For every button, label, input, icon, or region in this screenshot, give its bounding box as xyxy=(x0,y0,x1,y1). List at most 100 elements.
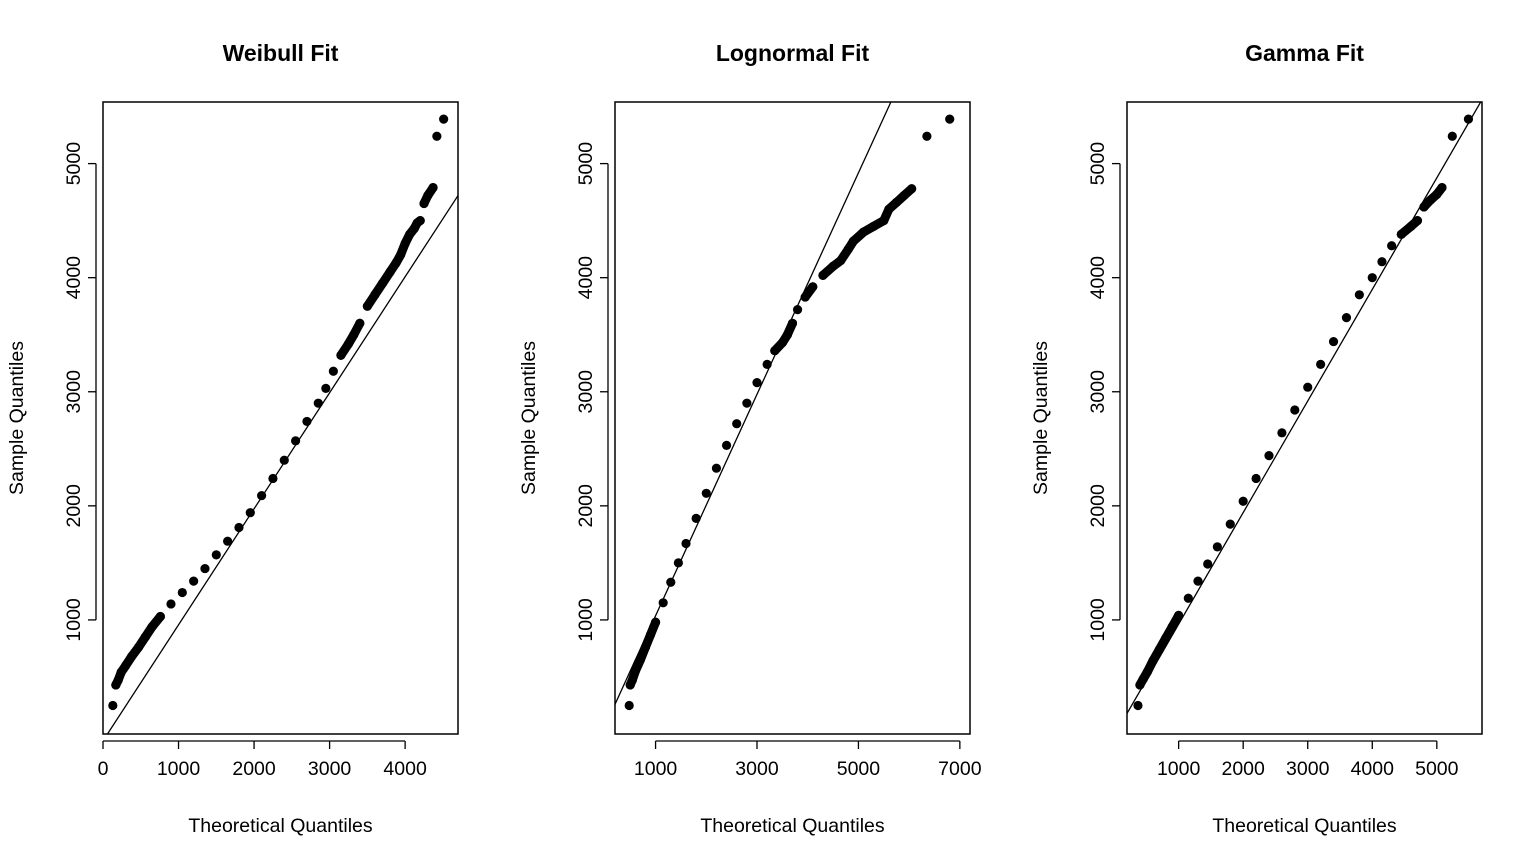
data-point xyxy=(385,267,395,277)
x-tick-label: 5000 xyxy=(1415,758,1459,780)
y-axis-label: Sample Quantiles xyxy=(1030,341,1052,495)
y-tick-label: 3000 xyxy=(1087,370,1109,414)
data-point xyxy=(624,700,634,711)
y-axis: 1000 2000 3000 4000 5000 xyxy=(63,142,97,642)
y-tick-label: 1000 xyxy=(575,598,597,642)
data-point xyxy=(423,190,433,201)
data-point xyxy=(869,221,879,231)
gamma-panel: Gamma Fit 1000 2000 3000 4000 5000 1000 2000 3… xyxy=(1030,40,1483,837)
data-point xyxy=(721,440,732,450)
data-point xyxy=(770,346,780,356)
data-point xyxy=(189,576,199,586)
data-point xyxy=(1377,257,1387,267)
data-point xyxy=(1161,633,1171,643)
data-point xyxy=(1412,216,1423,226)
data-point xyxy=(1316,359,1326,369)
data-point xyxy=(211,550,221,560)
y-axis: 1000 2000 3000 4000 5000 xyxy=(1087,142,1121,642)
x-tick-label: 2000 xyxy=(232,758,276,780)
data-point xyxy=(377,278,388,288)
data-point xyxy=(343,339,354,349)
weibull-panel: Weibull Fit 0 1000 2000 3000 4000 1000 2000 30… xyxy=(6,40,459,837)
data-point xyxy=(1174,610,1184,620)
data-point xyxy=(1437,182,1447,193)
data-point xyxy=(818,270,828,281)
data-point xyxy=(391,258,401,268)
y-tick-label: 3000 xyxy=(575,370,597,414)
data-point xyxy=(858,227,869,237)
data-point xyxy=(439,114,449,124)
x-axis-label: Theoretical Quantiles xyxy=(700,815,885,837)
data-point xyxy=(701,488,711,498)
data-point xyxy=(635,655,645,665)
plot-frame xyxy=(102,101,459,735)
data-point xyxy=(108,700,118,711)
y-tick-label: 1000 xyxy=(63,598,85,642)
reference-line xyxy=(615,102,892,705)
data-point xyxy=(166,599,176,609)
y-tick-label: 5000 xyxy=(575,142,597,186)
data-point xyxy=(1341,313,1352,323)
data-point xyxy=(1212,542,1222,552)
data-point xyxy=(808,282,818,292)
data-point xyxy=(223,536,233,546)
data-point xyxy=(907,184,917,194)
data-point xyxy=(370,290,380,300)
x-axis: 0 1000 2000 3000 4000 xyxy=(98,740,427,780)
data-point xyxy=(752,378,762,388)
data-point xyxy=(140,632,150,642)
plot-title: Gamma Fit xyxy=(1245,40,1364,66)
data-point xyxy=(848,236,858,246)
lognormal-panel: Lognormal Fit 1000 3000 5000 7000 1000 2000 3… xyxy=(518,40,982,837)
data-point xyxy=(879,216,889,226)
data-point xyxy=(1154,644,1164,655)
data-point xyxy=(1303,382,1313,392)
data-point xyxy=(1354,290,1364,300)
data-point xyxy=(1290,405,1300,415)
x-tick-label: 1000 xyxy=(157,758,201,780)
data-point-band xyxy=(625,184,917,690)
data-point xyxy=(432,131,442,141)
data-point xyxy=(133,642,144,652)
data-point xyxy=(1447,131,1457,141)
data-point xyxy=(732,419,742,429)
y-tick-label: 2000 xyxy=(1087,484,1109,528)
y-axis-label: Sample Quantiles xyxy=(6,341,28,495)
x-tick-label: 3000 xyxy=(308,758,352,780)
x-axis: 1000 3000 5000 7000 xyxy=(634,740,982,780)
plot-title: Lognormal Fit xyxy=(716,40,870,66)
data-point xyxy=(177,587,187,598)
data-point xyxy=(922,131,932,141)
x-axis-label: Theoretical Quantiles xyxy=(1212,815,1397,837)
data-point xyxy=(147,622,157,632)
data-point xyxy=(1367,273,1377,283)
data-point xyxy=(1203,559,1213,569)
y-axis: 1000 2000 3000 4000 5000 xyxy=(575,142,609,642)
data-point xyxy=(336,350,346,360)
y-tick-label: 4000 xyxy=(63,256,85,300)
data-point xyxy=(1396,229,1406,239)
data-point-band xyxy=(1135,183,1447,690)
data-point xyxy=(362,301,372,311)
x-tick-label: 7000 xyxy=(938,758,982,780)
data-point xyxy=(1133,700,1143,711)
y-tick-label: 4000 xyxy=(575,256,597,300)
data-point xyxy=(1251,473,1261,484)
x-tick-label: 5000 xyxy=(837,758,881,780)
x-tick-label: 4000 xyxy=(1351,758,1395,780)
plot-frame xyxy=(614,101,971,735)
data-point xyxy=(899,190,909,201)
data-point xyxy=(155,611,166,622)
y-tick-label: 5000 xyxy=(63,142,85,186)
data-point xyxy=(400,238,410,249)
data-point xyxy=(116,667,126,677)
data-point xyxy=(828,261,838,271)
data-point xyxy=(843,244,853,254)
data-point xyxy=(1387,241,1397,251)
x-tick-label: 3000 xyxy=(1286,758,1330,780)
y-tick-label: 2000 xyxy=(63,484,85,528)
data-point xyxy=(113,675,123,685)
data-point xyxy=(328,366,338,376)
data-point xyxy=(1432,189,1442,200)
